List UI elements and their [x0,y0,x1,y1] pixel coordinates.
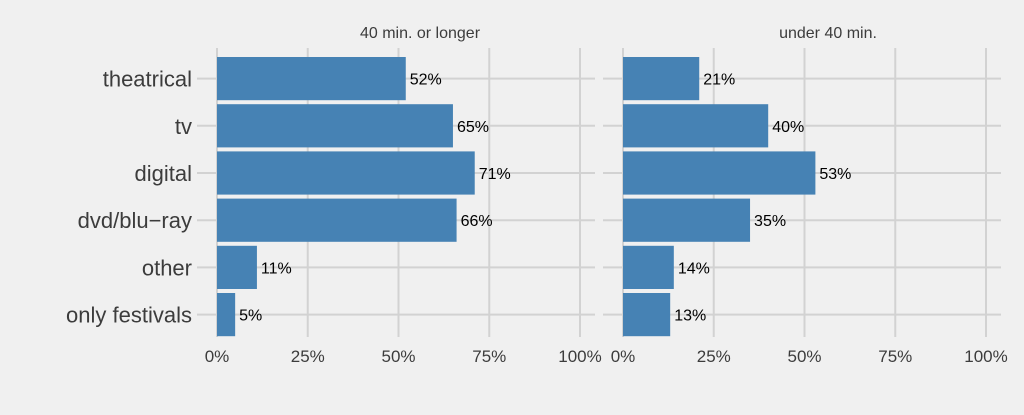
x-tick-label: 0% [611,347,636,366]
bar-value-label: 11% [261,260,292,277]
panel-title: under 40 min. [779,25,877,42]
bar [217,293,236,337]
category-label: dvd/blu−ray [78,208,192,233]
panel-1: 40 min. or longer 52% 65% 71% 66% 11% 5% 0% 25% 5… [197,25,602,366]
x-tick-label: 50% [381,347,415,366]
bar [623,57,700,101]
bar [217,104,453,148]
panel-2: under 40 min. 21% 40% 53% 35% 14% 13% 0% 25% 50% 7… [603,25,1008,366]
bar [217,151,475,195]
x-tick-label: 25% [291,347,325,366]
category-label: theatrical [103,67,192,92]
bar [217,57,406,101]
category-label: tv [175,114,192,139]
bar-value-label: 13% [674,308,706,325]
category-label: only festivals [66,303,192,328]
bar-value-label: 35% [754,213,786,230]
bar-value-label: 14% [678,260,710,277]
panel-title: 40 min. or longer [360,25,481,42]
x-tick-label: 75% [472,347,506,366]
bar [217,198,457,242]
bar-value-label: 65% [457,119,489,136]
bar-value-label: 52% [410,72,442,89]
bar [623,198,751,242]
bar-value-label: 66% [461,213,493,230]
x-tick-label: 50% [787,347,821,366]
bar-value-label: 71% [479,166,511,183]
bar [623,245,674,289]
bar [217,245,257,289]
x-tick-label: 25% [697,347,731,366]
bar [623,104,769,148]
x-tick-label: 75% [878,347,912,366]
x-tick-label: 100% [558,347,601,366]
bar [623,151,816,195]
x-tick-label: 0% [205,347,230,366]
x-tick-label: 100% [964,347,1007,366]
category-label: digital [135,161,192,186]
bar-value-label: 40% [772,119,804,136]
bar-value-label: 21% [703,72,735,89]
bar [623,293,671,337]
bar-value-label: 5% [239,308,262,325]
bar-value-label: 53% [819,166,851,183]
category-label: other [142,255,192,280]
